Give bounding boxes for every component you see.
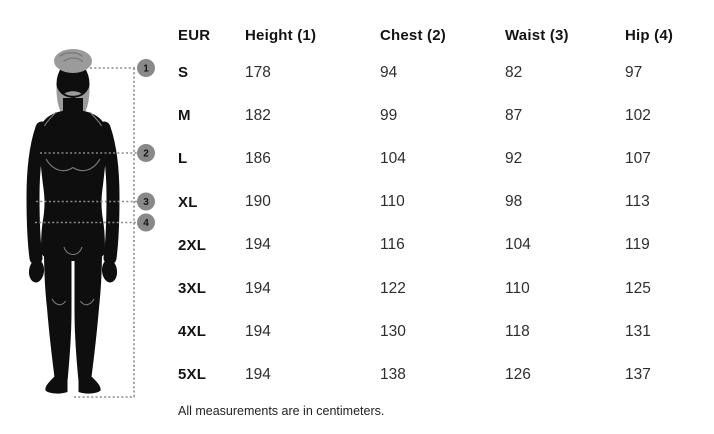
male-body-measurement-diagram: 1 2 3 4 [26,49,155,398]
measurement-value: 186 [245,149,271,167]
measurement-value: 194 [245,365,271,383]
size-table: EUR Height (1) Chest (2) Waist (3) Hip (4) S… [178,19,700,418]
measurement-value: 131 [625,322,651,340]
hair-shape [54,49,92,73]
table-row: XL 190 110 98 113 [178,181,700,224]
measurement-value: 110 [505,279,530,297]
size-table-body: S 178 94 82 97 M 182 99 87 102 L 186 104 92 107 XL 190 11… [178,51,700,397]
marker-2-number: 2 [143,149,149,160]
footnote: All measurements are in centimeters. [178,403,385,418]
marker-3-number: 3 [143,197,149,208]
size-label: 3XL [178,280,207,298]
measurement-value: 98 [505,193,523,211]
knee-contour [51,298,66,306]
column-header: Height (1) [245,26,317,44]
body-silhouette [26,49,120,394]
size-label: 4XL [178,323,207,341]
hair-swirl [59,51,83,57]
measurement-value: 110 [380,193,405,211]
size-label: M [178,107,191,125]
shoulder-contour [89,111,102,127]
right-leg-shape [74,250,102,381]
measurement-value: 118 [505,322,530,340]
left-arm-shape [26,121,49,265]
measurement-value: 116 [380,236,405,254]
marker-4-badge [137,213,155,232]
marker-3-badge [137,192,155,211]
measurement-value: 119 [625,236,650,254]
measurement-value: 104 [505,236,531,254]
measurement-value: 97 [625,63,643,81]
column-header: Chest (2) [380,26,446,44]
measurement-value: 178 [245,63,271,81]
hair-swirl [63,57,84,63]
size-label: S [178,64,189,82]
measurement-value: 125 [625,279,651,297]
measurement-value: 194 [245,322,271,340]
measurement-value: 122 [380,279,406,297]
column-header: EUR [178,26,211,44]
marker-2-badge [137,144,155,162]
left-leg-shape [44,250,72,381]
face-shape [56,61,90,107]
mustache-shape [64,91,82,96]
measurement-value: 94 [380,63,398,81]
chest-contour [72,158,101,172]
marker-1-number: 1 [143,64,149,75]
measurement-value: 92 [505,149,523,167]
column-header: Hip (4) [625,26,674,44]
measurement-lines [35,67,137,398]
measurement-value: 113 [625,193,650,211]
left-hand-shape [28,259,45,283]
table-row: 2XL 194 116 104 119 [178,224,700,267]
measurement-value: 130 [380,322,406,340]
measurement-value: 194 [245,279,271,297]
marker-1: 1 [137,59,155,77]
measurement-value: 104 [380,149,406,167]
marker-1-badge [137,59,155,77]
shoulder-contour [44,111,57,127]
marker-2: 2 [137,144,155,162]
measurement-value: 137 [625,365,651,383]
measurement-value: 102 [625,106,651,124]
measurement-value: 182 [245,106,271,124]
chest-contour [45,158,74,172]
measurement-value: 87 [505,106,523,124]
table-row: 4XL 194 130 118 131 [178,310,700,353]
left-foot-shape [45,376,68,394]
table-row: M 182 99 87 102 [178,94,700,137]
table-row: S 178 94 82 97 [178,51,700,94]
torso-shape [39,110,107,261]
marker-3: 3 [137,192,155,211]
right-arm-shape [97,121,120,265]
crotch-contour [63,246,83,256]
measurement-value: 126 [505,365,531,383]
table-row: 3XL 194 122 110 125 [178,267,700,310]
right-foot-shape [78,376,101,394]
measurement-value: 138 [380,365,406,383]
size-label: L [178,150,188,168]
table-row: L 186 104 92 107 [178,137,700,180]
knee-contour [80,298,95,306]
column-header: Waist (3) [505,26,569,44]
measurement-value: 190 [245,193,271,211]
size-label: 5XL [178,366,207,384]
measurement-value: 194 [245,236,271,254]
measurement-value: 82 [505,63,523,81]
right-hand-shape [101,259,118,283]
marker-4-number: 4 [143,218,149,229]
measurement-value: 99 [380,106,398,124]
table-header-row: EUR Height (1) Chest (2) Waist (3) Hip (4) [178,19,700,51]
table-row: 5XL 194 138 126 137 [178,353,700,396]
marker-4: 4 [137,213,155,232]
size-label: 2XL [178,236,207,254]
measurement-value: 107 [625,149,651,167]
size-label: XL [178,193,198,211]
